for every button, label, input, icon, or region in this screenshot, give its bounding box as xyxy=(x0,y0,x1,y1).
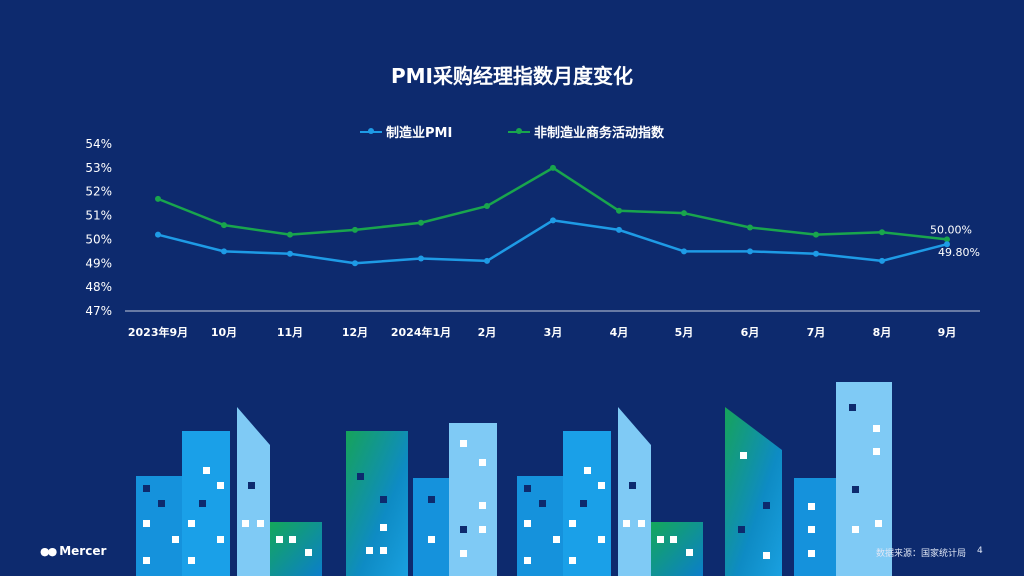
data-point-manufacturing xyxy=(681,248,687,255)
x-tick-label: 2024年1月 xyxy=(391,325,451,339)
data-point-non-manufacturing xyxy=(879,229,885,236)
data-point-non-manufacturing xyxy=(155,195,161,202)
mercer-logo: ●● Mercer xyxy=(40,544,106,558)
data-point-manufacturing xyxy=(155,231,161,238)
data-point-non-manufacturing xyxy=(813,231,819,238)
series-line-manufacturing xyxy=(157,219,948,265)
data-point-non-manufacturing xyxy=(221,222,227,229)
x-tick-label: 12月 xyxy=(342,326,368,339)
data-point-manufacturing xyxy=(484,257,490,264)
x-tick-label: 10月 xyxy=(211,326,237,339)
data-point-non-manufacturing xyxy=(747,224,753,231)
mercer-logo-text: Mercer xyxy=(59,544,107,558)
x-tick-label: 7月 xyxy=(807,326,826,339)
x-tick-label: 9月 xyxy=(938,326,957,339)
legend-label-non-manufacturing: 非制造业商务活动指数 xyxy=(534,126,665,141)
data-point-manufacturing xyxy=(879,257,885,264)
y-tick-label: 49% xyxy=(85,256,112,270)
building-windows xyxy=(143,425,882,564)
legend-swatch-non-manufacturing xyxy=(508,128,530,134)
building xyxy=(237,407,270,576)
y-tick-label: 51% xyxy=(85,209,112,223)
data-point-non-manufacturing xyxy=(287,231,293,238)
building xyxy=(270,522,322,576)
legend-item-non-manufacturing: 非制造业商务活动指数 xyxy=(508,122,664,141)
y-tick-label: 48% xyxy=(85,280,112,294)
line-chart: 54% 53% 52% 51% 50% 49% 48% 47% 2023年9月 10月 11月 12月… xyxy=(85,137,980,339)
building xyxy=(346,431,408,576)
building xyxy=(413,478,451,576)
x-tick-label: 11月 xyxy=(277,326,303,339)
data-point-manufacturing xyxy=(616,226,622,233)
data-point-manufacturing xyxy=(352,260,358,267)
data-point-non-manufacturing xyxy=(550,164,556,171)
series-line-non-manufacturing xyxy=(157,166,948,241)
x-tick-label: 8月 xyxy=(873,326,892,339)
x-tick-label: 3月 xyxy=(544,326,563,339)
data-point-non-manufacturing xyxy=(616,207,622,214)
x-tick-label: 5月 xyxy=(675,326,694,339)
x-tick-label: 6月 xyxy=(741,326,760,339)
data-point-manufacturing xyxy=(418,255,424,262)
data-label-manufacturing: 49.80% xyxy=(938,246,980,259)
data-point-non-manufacturing xyxy=(418,219,424,226)
y-tick-label: 53% xyxy=(85,161,112,175)
building xyxy=(651,522,703,576)
data-point-manufacturing xyxy=(550,217,556,224)
x-tick-label: 2023年9月 xyxy=(128,325,188,339)
building xyxy=(836,382,892,576)
building xyxy=(449,423,497,576)
legend-swatch-manufacturing xyxy=(360,128,382,134)
data-source: 数据来源：国家统计局 xyxy=(876,549,967,559)
y-tick-label: 54% xyxy=(85,137,112,151)
x-tick-label: 2月 xyxy=(478,326,497,339)
data-point-manufacturing xyxy=(813,250,819,257)
buildings-illustration xyxy=(136,382,892,576)
data-point-non-manufacturing xyxy=(352,226,358,233)
legend-label-manufacturing: 制造业PMI xyxy=(386,126,453,141)
y-tick-label: 52% xyxy=(85,185,112,199)
data-point-non-manufacturing xyxy=(944,236,950,243)
mercer-logo-icon: ●● xyxy=(40,544,57,558)
building xyxy=(725,407,782,576)
data-point-manufacturing xyxy=(221,248,227,255)
page-number: 4 xyxy=(977,546,983,556)
y-tick-label: 47% xyxy=(85,304,112,318)
data-label-non-manufacturing: 50.00% xyxy=(930,223,972,236)
building xyxy=(618,407,651,576)
data-point-manufacturing xyxy=(747,248,753,255)
building-windows-dark xyxy=(143,404,859,533)
data-point-non-manufacturing xyxy=(484,203,490,210)
data-point-manufacturing xyxy=(944,241,950,248)
legend-item-manufacturing: 制造业PMI xyxy=(360,122,452,141)
chart-title: PMI采购经理指数月度变化 xyxy=(390,64,633,88)
y-tick-label: 50% xyxy=(85,232,112,246)
data-point-non-manufacturing xyxy=(681,210,687,217)
data-point-manufacturing xyxy=(287,250,293,257)
x-tick-label: 4月 xyxy=(610,326,629,339)
